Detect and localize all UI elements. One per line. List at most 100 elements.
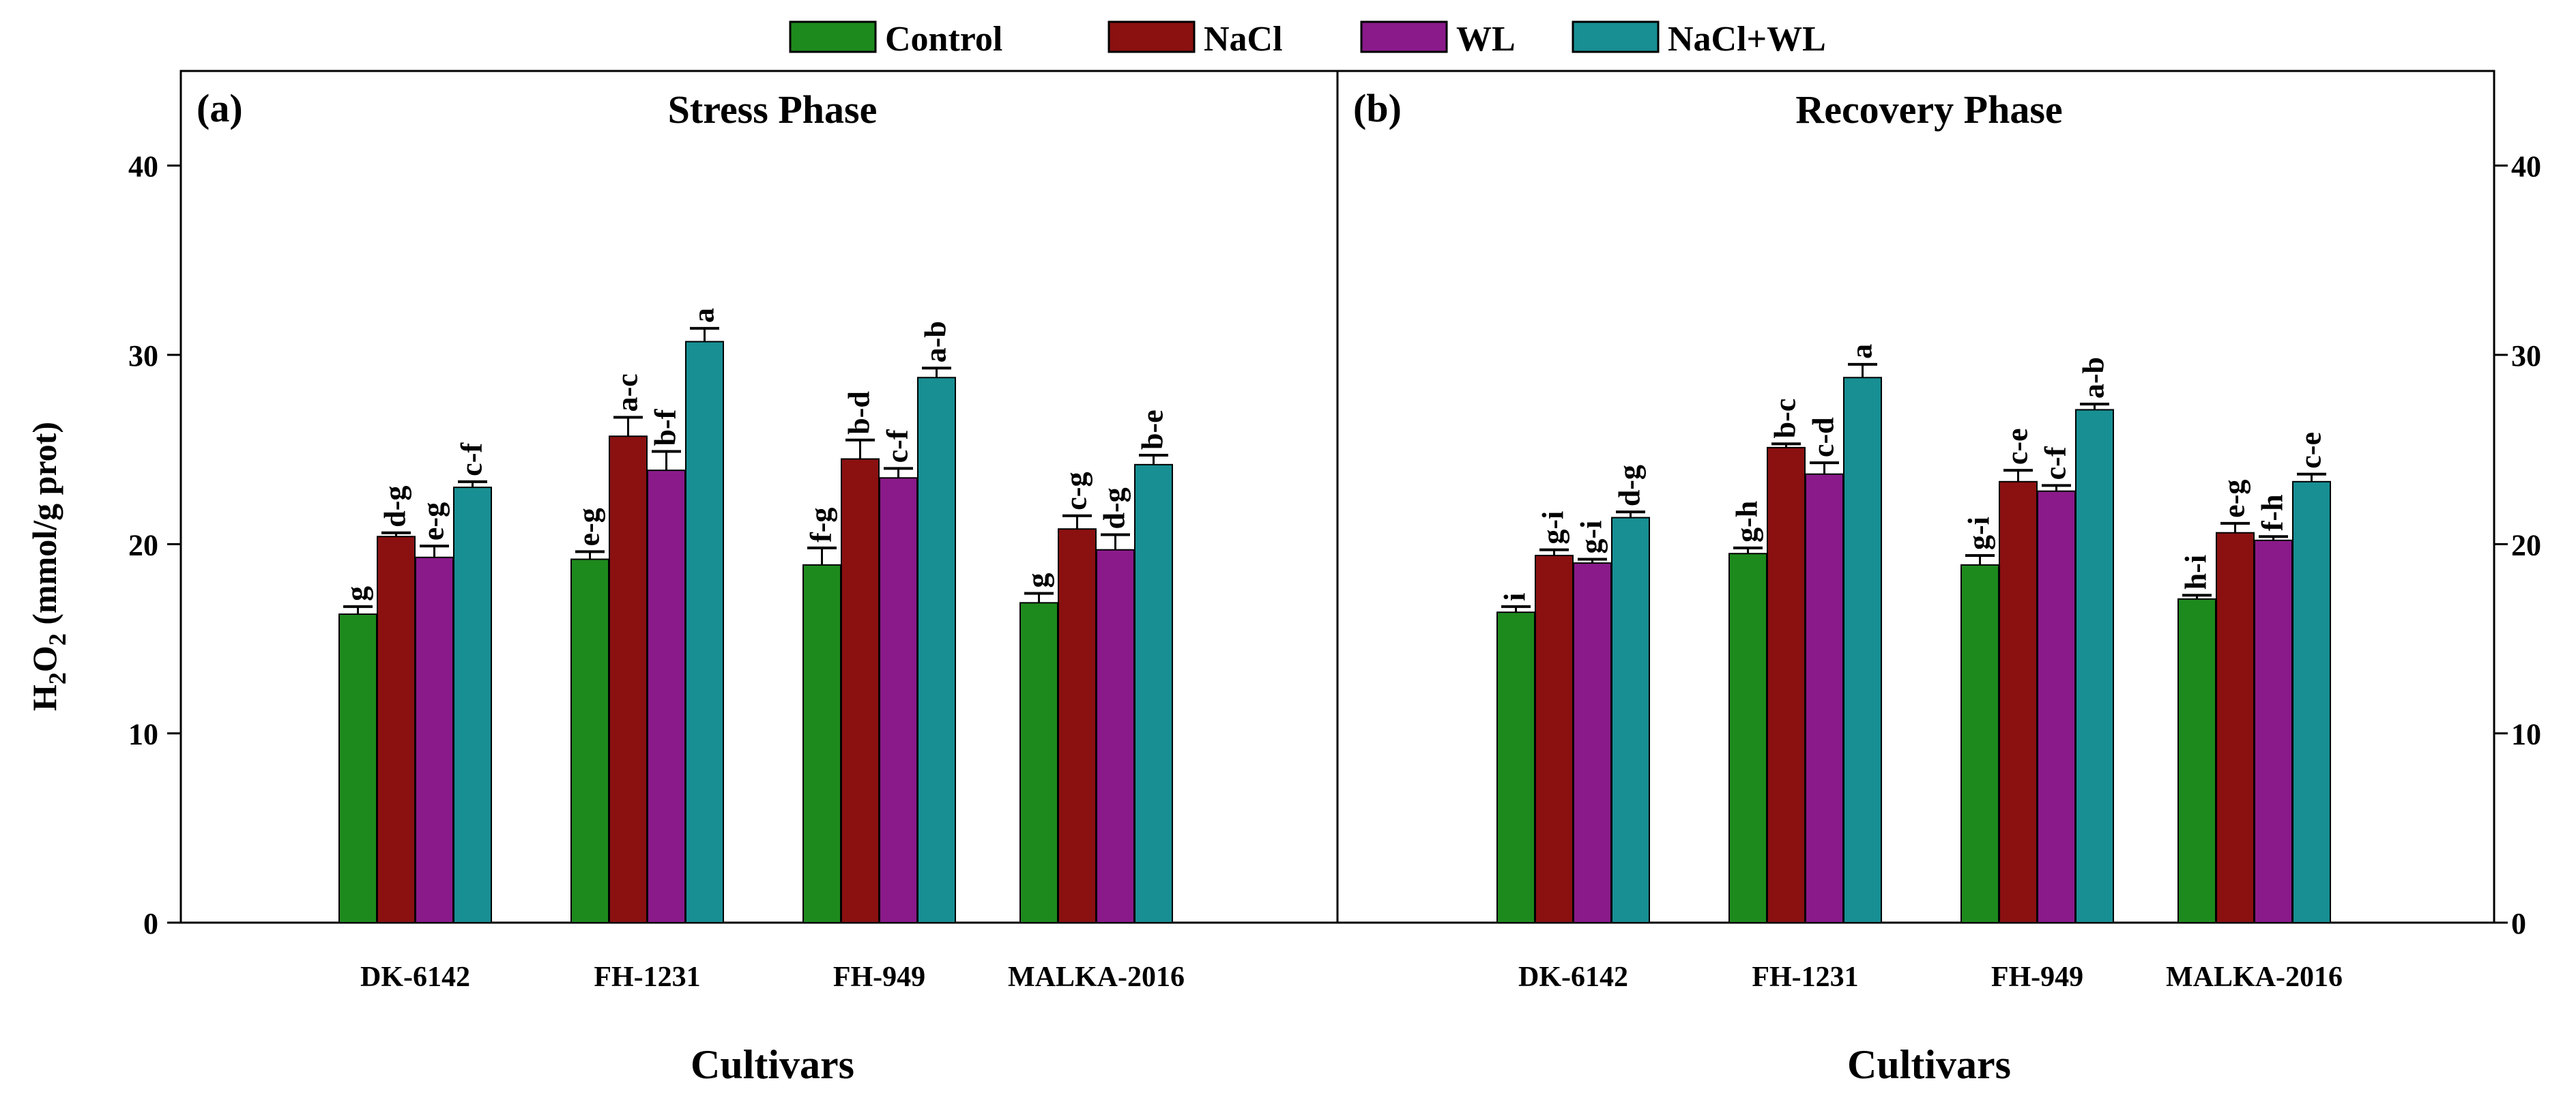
sig-letter-nacl-wl-malka-2016: b-e (1136, 409, 1170, 450)
sig-letter-control-fh-949: g-i (1963, 517, 1996, 550)
bar-nacl-malka-2016 (2216, 532, 2255, 923)
bar-control-fh-1231 (570, 558, 609, 923)
group-fh-1231: FH-1231 e-g a-cb-f a (570, 308, 724, 993)
sig-letter-nacl-wl-fh-1231: a (1845, 344, 1879, 359)
bar-nacl-wl-fh-1231 (685, 341, 724, 923)
bar-nacl-wl-fh-1231 (1843, 377, 1882, 923)
x-tick-label: FH-949 (833, 962, 925, 993)
legend-label-nacl: NaCl (1204, 20, 1283, 59)
sig-letter-nacl-fh-1231: b-c (1769, 399, 1802, 439)
sig-letter-nacl-fh-1231: a-c (611, 373, 644, 412)
y-axis-label-part: O (25, 646, 63, 672)
bar-wl-fh-1231 (1805, 473, 1844, 923)
group-dk-6142: DK-6142 g d-g e-gc-f (338, 442, 492, 993)
sig-letter-control-fh-949: f-g (805, 508, 838, 543)
y-tick-label: 20 (128, 528, 158, 562)
sig-letter-nacl-wl-fh-949: a-b (919, 321, 953, 362)
x-tick-label: FH-1231 (1752, 962, 1858, 993)
sig-letter-wl-dk-6142: g-i (1575, 521, 1608, 554)
bar-wl-dk-6142 (415, 556, 454, 923)
sig-letter-nacl-fh-949: b-d (843, 391, 876, 435)
bar-nacl-wl-dk-6142 (453, 487, 492, 923)
legend-label-nacl-wl: NaCl+WL (1668, 20, 1826, 59)
sig-letter-control-dk-6142: g (341, 586, 374, 601)
group-fh-1231: FH-1231 g-h b-c c-d a (1728, 344, 1882, 993)
sig-letter-wl-dk-6142: e-g (417, 502, 450, 540)
y-axis-label-part: 2 (44, 633, 71, 646)
sig-letter-nacl-malka-2016: c-g (1060, 472, 1093, 510)
bar-nacl-wl-fh-949 (917, 377, 956, 923)
panel-title: Recovery Phase (1795, 87, 2062, 132)
bar-control-dk-6142 (338, 613, 377, 923)
sig-letter-wl-malka-2016: f-h (2256, 494, 2289, 531)
y-axis-label-part: 2 (44, 672, 71, 684)
sig-letter-control-fh-1231: g-h (1731, 501, 1764, 543)
bar-wl-fh-1231 (647, 470, 686, 923)
plot-frame (1336, 70, 2495, 924)
y-tick-label: 0 (2511, 907, 2526, 940)
panel-title: Stress Phase (668, 87, 878, 132)
bar-nacl-fh-949 (841, 458, 880, 923)
legend-swatch-control (789, 20, 877, 53)
bar-wl-dk-6142 (1573, 562, 1612, 923)
sig-letter-nacl-fh-949: c-e (2001, 428, 2034, 465)
group-fh-949: FH-949 g-i c-e c-f a-b (1960, 357, 2114, 993)
bar-nacl-fh-1231 (609, 435, 648, 923)
bar-nacl-wl-malka-2016 (1134, 463, 1173, 923)
bar-nacl-fh-1231 (1767, 446, 1806, 923)
sig-letter-wl-fh-949: c-f (881, 429, 914, 463)
x-tick-label: MALKA-2016 (2166, 962, 2343, 993)
bar-control-fh-1231 (1728, 553, 1767, 923)
x-axis-title: Cultivars (1847, 1042, 2011, 1087)
sig-letter-wl-fh-1231: b-f (649, 408, 682, 446)
sig-letter-wl-malka-2016: d-g (1098, 487, 1131, 529)
bar-wl-fh-949 (2037, 490, 2076, 923)
bar-wl-malka-2016 (2254, 539, 2293, 923)
bar-control-malka-2016 (2177, 598, 2216, 923)
sig-letter-control-fh-1231: e-g (573, 508, 606, 546)
group-malka-2016: MALKA-2016 h-i e-g f-hc-e (2166, 432, 2343, 993)
bar-control-malka-2016 (1019, 602, 1058, 923)
legend-swatch-nacl (1108, 20, 1196, 53)
legend-label-control: Control (885, 20, 1002, 59)
x-axis-title: Cultivars (691, 1042, 854, 1087)
panel-label: (a) (197, 86, 243, 130)
bar-nacl-dk-6142 (377, 536, 416, 923)
x-tick-label: DK-6142 (1518, 962, 1628, 993)
y-tick-label: 20 (2511, 528, 2541, 562)
legend-swatch-wl (1360, 20, 1448, 53)
bar-wl-malka-2016 (1096, 549, 1135, 923)
bar-control-dk-6142 (1496, 611, 1535, 923)
sig-letter-control-malka-2016: h-i (2180, 555, 2213, 590)
y-tick-label: 10 (128, 718, 158, 751)
bar-nacl-wl-malka-2016 (2292, 480, 2331, 923)
sig-letter-nacl-wl-fh-949: a-b (2077, 357, 2111, 399)
sig-letter-nacl-wl-dk-6142: c-f (455, 442, 489, 476)
bar-control-fh-949 (802, 564, 841, 923)
y-tick-label: 40 (128, 150, 158, 184)
panel-label: (b) (1353, 86, 1402, 130)
x-tick-label: FH-949 (1991, 962, 2083, 993)
group-malka-2016: MALKA-2016 g c-g d-g b-e (1008, 409, 1185, 993)
sig-letter-nacl-dk-6142: d-g (379, 486, 412, 528)
legend-label-wl: WL (1456, 20, 1516, 59)
y-axis-title: H2O2 (mmol/g prot) (25, 422, 71, 711)
panel-a-stress-phase: 0 10 20 30 40 (a) Stress Phase Cultivars DK-6142… (128, 70, 1339, 1087)
sig-letter-nacl-wl-dk-6142: d-g (1613, 465, 1647, 506)
bar-nacl-wl-fh-949 (2075, 409, 2114, 923)
sig-letter-wl-fh-949: c-f (2039, 446, 2072, 480)
bar-nacl-fh-949 (1999, 480, 2038, 923)
y-tick-label: 40 (2511, 150, 2541, 184)
bar-nacl-wl-dk-6142 (1611, 517, 1650, 923)
y-axis-label-part: H (25, 684, 63, 711)
sig-letter-control-dk-6142: i (1499, 593, 1532, 601)
bar-nacl-dk-6142 (1535, 554, 1574, 923)
sig-letter-wl-fh-1231: c-d (1807, 417, 1840, 457)
sig-letter-nacl-dk-6142: g-i (1537, 511, 1570, 545)
y-tick-label: 30 (128, 339, 158, 373)
sig-letter-control-malka-2016: g (1022, 573, 1055, 588)
group-fh-949: FH-949 f-g b-dc-f a-b (802, 321, 956, 993)
x-tick-label: DK-6142 (360, 962, 470, 993)
